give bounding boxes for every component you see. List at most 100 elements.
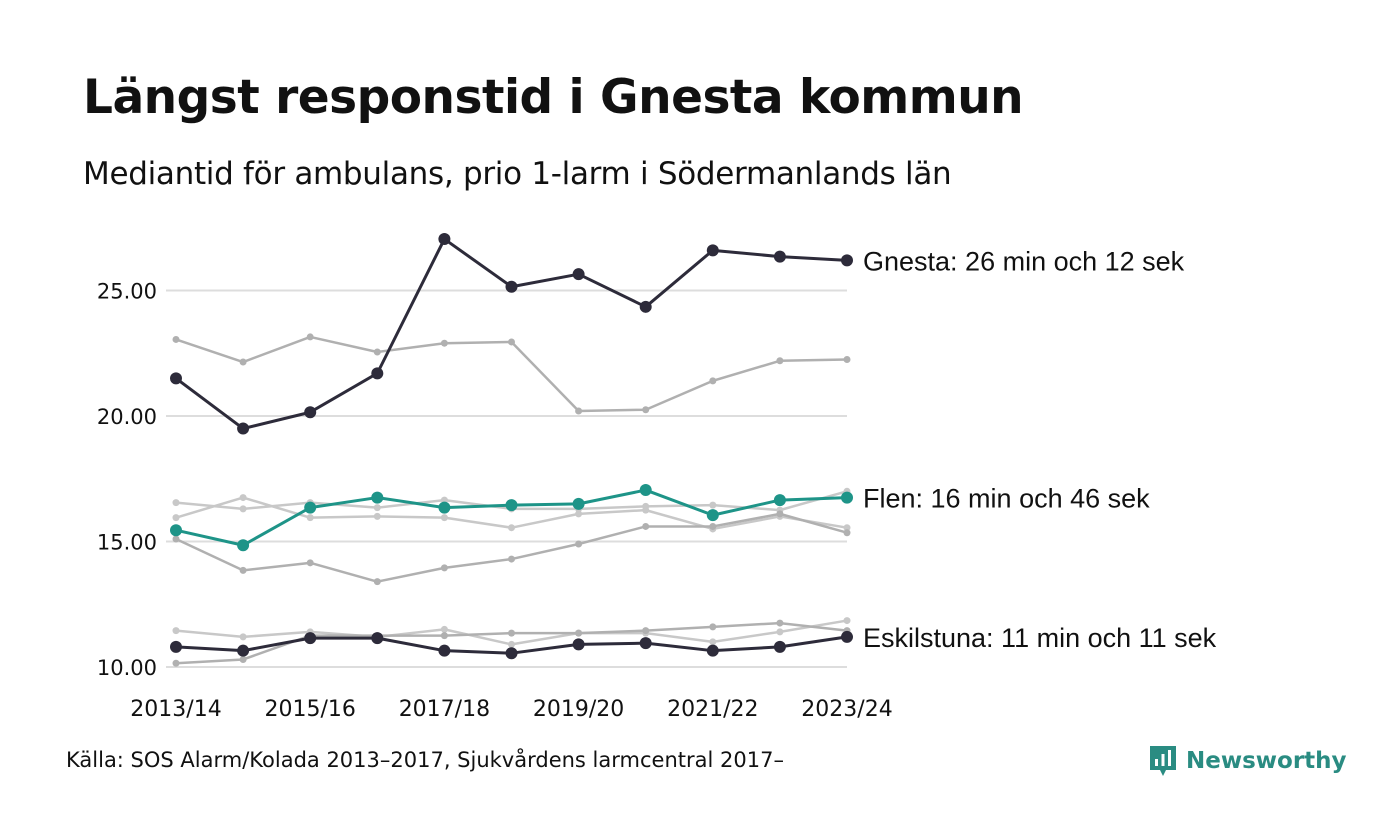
series-line-gnesta xyxy=(175,237,848,431)
y-tick-label: 25.00 xyxy=(97,280,157,304)
data-point xyxy=(172,627,180,635)
data-point xyxy=(172,535,180,543)
data-point xyxy=(306,559,314,567)
data-point xyxy=(776,628,784,636)
data-point-gnesta xyxy=(170,372,182,385)
data-point xyxy=(776,357,784,365)
series-label-eskilstuna: Eskilstuna: 11 min och 11 sek xyxy=(863,623,1217,653)
data-point-eskilstuna xyxy=(170,640,182,653)
data-point-flen xyxy=(639,484,652,497)
data-point xyxy=(440,339,448,347)
data-point-flen xyxy=(438,501,451,514)
data-point-eskilstuna xyxy=(841,630,853,643)
data-point xyxy=(642,406,650,414)
data-point xyxy=(373,348,381,356)
data-point xyxy=(776,510,784,518)
data-point xyxy=(642,522,650,530)
data-point xyxy=(440,514,448,522)
data-point xyxy=(843,529,851,537)
data-point xyxy=(575,629,583,637)
data-point-gnesta xyxy=(773,250,786,263)
data-point xyxy=(709,501,717,509)
data-point-flen xyxy=(773,494,786,507)
data-point xyxy=(239,505,247,513)
x-tick-label: 2023/24 xyxy=(801,697,892,722)
data-point xyxy=(172,514,180,522)
data-point xyxy=(843,617,851,625)
data-point xyxy=(239,633,247,641)
data-point xyxy=(843,356,851,364)
data-point-eskilstuna xyxy=(572,638,585,651)
data-point xyxy=(373,512,381,520)
series-label-flen: Flen: 16 min och 46 sek xyxy=(863,484,1150,514)
data-point xyxy=(239,358,247,366)
data-point xyxy=(239,566,247,574)
data-point xyxy=(508,524,515,532)
data-point xyxy=(172,659,180,667)
data-point xyxy=(508,338,515,346)
data-point-eskilstuna xyxy=(237,644,250,657)
data-point xyxy=(508,555,515,563)
data-point-gnesta xyxy=(438,233,451,246)
chart-title: Längst responstid i Gnesta kommun xyxy=(83,70,1024,125)
data-point xyxy=(239,655,247,663)
data-point xyxy=(239,494,247,502)
data-point-flen xyxy=(170,524,182,537)
x-tick-label: 2019/20 xyxy=(533,697,624,722)
data-point xyxy=(709,638,717,646)
data-point-gnesta xyxy=(841,254,853,267)
x-tick-label: 2013/14 xyxy=(130,697,221,722)
data-point xyxy=(306,514,314,522)
y-tick-label: 20.00 xyxy=(97,405,157,429)
data-point xyxy=(575,510,583,518)
data-point xyxy=(172,499,180,507)
series-line xyxy=(175,335,848,413)
logo-text: Newsworthy xyxy=(1186,748,1347,774)
x-tick-label: 2021/22 xyxy=(667,697,758,722)
newsworthy-logo: Newsworthy xyxy=(1148,744,1347,778)
bar-chart-icon xyxy=(1150,746,1176,776)
data-point-eskilstuna xyxy=(438,644,451,657)
data-point-flen xyxy=(371,491,384,504)
data-point xyxy=(776,619,784,627)
data-point xyxy=(843,524,851,532)
data-point xyxy=(575,407,583,415)
data-point-gnesta xyxy=(572,268,585,281)
data-point xyxy=(440,632,448,640)
data-point-eskilstuna xyxy=(773,640,786,653)
data-point-gnesta xyxy=(505,280,518,293)
data-point xyxy=(709,522,717,530)
data-point-flen xyxy=(572,497,585,510)
data-point-gnesta xyxy=(706,244,719,257)
series-label-gnesta: Gnesta: 26 min och 12 sek xyxy=(863,246,1185,276)
series-line xyxy=(175,512,848,583)
data-point-gnesta xyxy=(237,422,250,435)
x-tick-label: 2017/18 xyxy=(399,697,490,722)
x-tick-label: 2015/16 xyxy=(264,697,355,722)
data-point-flen xyxy=(841,491,853,504)
data-point xyxy=(508,640,515,648)
data-point-flen xyxy=(706,509,719,522)
data-point xyxy=(709,377,717,385)
chart-subtitle: Mediantid för ambulans, prio 1-larm i Sö… xyxy=(83,156,952,192)
data-point xyxy=(642,506,650,514)
data-point-gnesta xyxy=(371,367,384,380)
data-point-eskilstuna xyxy=(639,637,652,650)
data-point-flen xyxy=(505,499,518,512)
data-point xyxy=(440,564,448,572)
line-chart: 10.00 15.00 20.00 25.00 2013/14 2015/16 2017/1… xyxy=(97,233,1217,722)
data-point xyxy=(306,333,314,341)
y-tick-label: 10.00 xyxy=(97,656,157,680)
data-point xyxy=(575,540,583,548)
series-line-flen xyxy=(175,488,848,547)
data-point-gnesta xyxy=(639,300,652,313)
data-point xyxy=(373,578,381,586)
y-tick-label: 15.00 xyxy=(97,531,157,555)
data-point xyxy=(440,625,448,633)
data-point-gnesta xyxy=(304,406,317,419)
data-point-eskilstuna xyxy=(371,632,384,645)
data-point-flen xyxy=(237,539,250,552)
data-point xyxy=(172,335,180,343)
data-point xyxy=(440,496,448,504)
data-point xyxy=(373,504,381,512)
